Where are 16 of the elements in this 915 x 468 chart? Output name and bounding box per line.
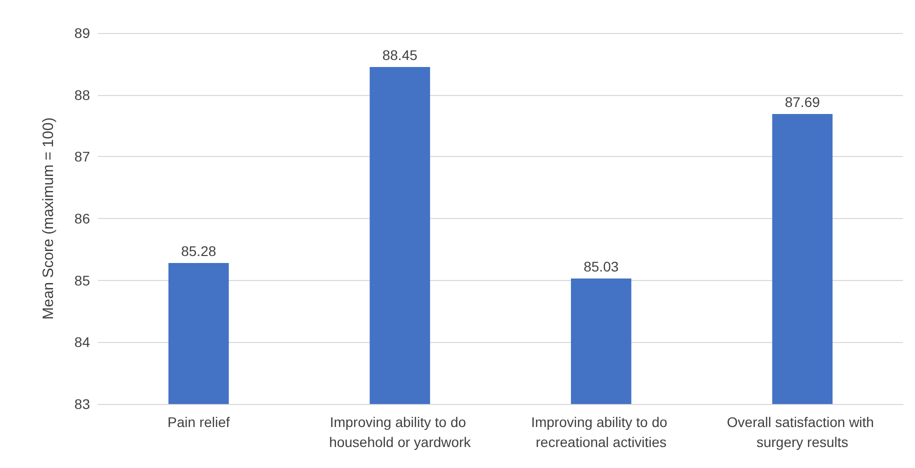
y-axis-title: Mean Score (maximum = 100): [40, 117, 57, 320]
x-tick-label: Improving ability to do household or yardwork: [329, 414, 472, 450]
y-tick-label: 85: [74, 272, 90, 288]
y-tick-label: 89: [74, 25, 90, 41]
y-tick-label: 88: [74, 86, 90, 103]
x-tick-label: Overall satisfaction with surgery results: [726, 414, 878, 450]
data-label: 87.69: [784, 94, 820, 110]
x-tick-label: Improving ability to do recreational activities: [531, 414, 672, 450]
y-tick-label: 87: [74, 148, 90, 165]
data-label: 85.28: [181, 243, 216, 260]
y-tick-label: 86: [74, 210, 90, 226]
data-label: 88.45: [382, 47, 418, 64]
y-tick-label: 83: [74, 396, 90, 412]
x-tick-label: Pain relief: [167, 414, 230, 430]
data-label: 85.03: [584, 258, 619, 274]
y-tick-label: 84: [74, 334, 90, 350]
